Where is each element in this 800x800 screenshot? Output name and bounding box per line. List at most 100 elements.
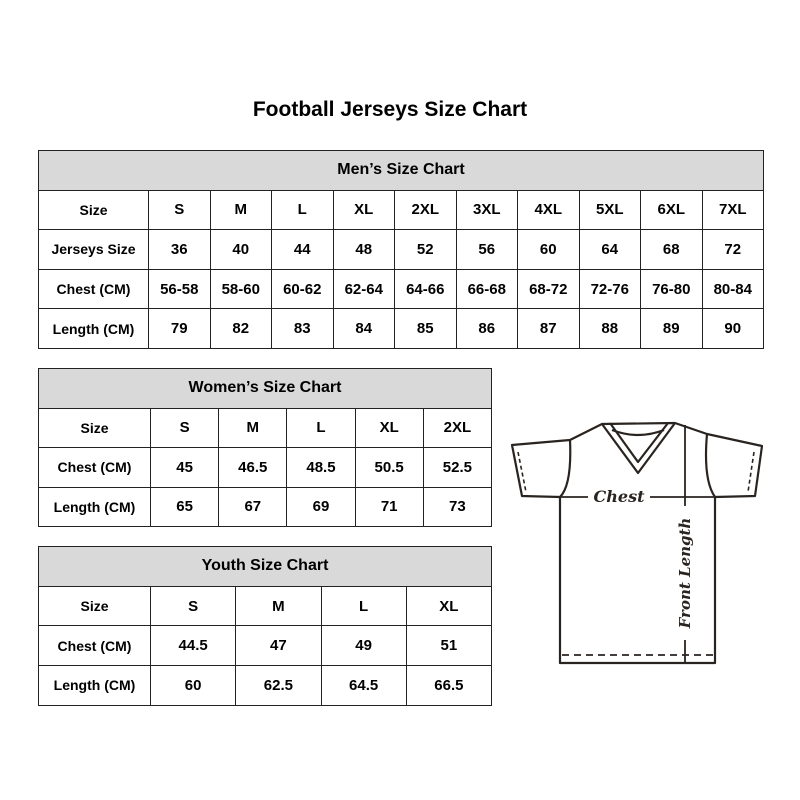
table-cell: 68 bbox=[640, 229, 703, 270]
table-cell: 90 bbox=[701, 308, 764, 349]
page-title: Football Jerseys Size Chart bbox=[252, 98, 528, 121]
table-row: Length (CM) 65 67 69 71 73 bbox=[38, 486, 493, 527]
table-cell: L bbox=[286, 407, 356, 448]
table-cell: 6XL bbox=[640, 189, 703, 231]
table-row: Length (CM) 79 82 83 84 85 86 87 88 89 90 bbox=[38, 308, 764, 349]
row-label: Length (CM) bbox=[38, 665, 151, 706]
table-cell: 64-66 bbox=[394, 268, 457, 310]
table-row: Size S M L XL 2XL 3XL 4XL 5XL 6XL 7XL bbox=[38, 189, 764, 231]
row-label: Jerseys Size bbox=[38, 229, 149, 270]
row-label: Chest (CM) bbox=[38, 268, 149, 310]
table-cell: 50.5 bbox=[354, 447, 424, 488]
table-cell: 2XL bbox=[394, 189, 457, 231]
table-heading: Youth Size Chart bbox=[38, 546, 492, 587]
youth-size-table: Youth Size Chart Size S M L XL Chest (CM) 44.5 4… bbox=[38, 546, 493, 706]
table-cell: 84 bbox=[332, 308, 395, 349]
table-cell: 2XL bbox=[422, 407, 493, 448]
table-cell: 52 bbox=[394, 229, 457, 270]
table-cell: 68-72 bbox=[517, 268, 580, 310]
table-cell: 60 bbox=[517, 229, 580, 270]
table-cell: 52.5 bbox=[422, 447, 493, 488]
table-heading-row: Youth Size Chart bbox=[38, 546, 492, 587]
table-cell: 67 bbox=[218, 486, 288, 527]
row-label: Size bbox=[38, 189, 149, 231]
jersey-outline bbox=[558, 421, 717, 665]
table-cell: 80-84 bbox=[701, 268, 764, 310]
table-cell: 85 bbox=[394, 308, 457, 349]
table-cell: 56 bbox=[455, 229, 518, 270]
table-cell: 60 bbox=[149, 665, 237, 706]
table-cell: 44.5 bbox=[149, 625, 237, 667]
row-label: Length (CM) bbox=[38, 486, 151, 527]
table-cell: 64 bbox=[578, 229, 641, 270]
table-cell: 87 bbox=[517, 308, 580, 349]
table-cell: 71 bbox=[354, 486, 424, 527]
table-cell: M bbox=[235, 585, 322, 627]
chest-label: Chest bbox=[594, 487, 646, 506]
table-cell: 66-68 bbox=[455, 268, 518, 310]
table-cell: 51 bbox=[405, 625, 493, 667]
table-cell: S bbox=[148, 189, 211, 231]
table-cell: 65 bbox=[149, 486, 220, 527]
table-cell: 79 bbox=[148, 308, 211, 349]
table-cell: XL bbox=[354, 407, 424, 448]
table-cell: 72-76 bbox=[578, 268, 641, 310]
row-label: Chest (CM) bbox=[38, 625, 151, 667]
table-cell: 40 bbox=[209, 229, 272, 270]
womens-size-table: Women’s Size Chart Size S M L XL 2XL Chest (CM)… bbox=[38, 368, 493, 527]
table-cell: 48.5 bbox=[286, 447, 356, 488]
collar bbox=[601, 422, 676, 475]
row-label: Chest (CM) bbox=[38, 447, 151, 488]
table-cell: 73 bbox=[422, 486, 493, 527]
row-label: Size bbox=[38, 407, 151, 448]
table-cell: 49 bbox=[320, 625, 407, 667]
table-cell: 4XL bbox=[517, 189, 580, 231]
table-cell: 69 bbox=[286, 486, 356, 527]
table-cell: 88 bbox=[578, 308, 641, 349]
table-cell: 5XL bbox=[578, 189, 641, 231]
table-cell: 82 bbox=[209, 308, 272, 349]
table-cell: 60-62 bbox=[271, 268, 334, 310]
table-cell: 3XL bbox=[455, 189, 518, 231]
front-length-label: Front Length bbox=[676, 518, 694, 630]
left-sleeve bbox=[510, 438, 571, 499]
table-cell: 66.5 bbox=[405, 665, 493, 706]
table-heading: Women’s Size Chart bbox=[38, 368, 492, 409]
table-heading: Men’s Size Chart bbox=[38, 150, 764, 191]
table-cell: 72 bbox=[701, 229, 764, 270]
table-cell: 56-58 bbox=[148, 268, 211, 310]
table-cell: S bbox=[149, 585, 237, 627]
table-row: Jerseys Size 36 40 44 48 52 56 60 64 68 72 bbox=[38, 229, 764, 270]
table-cell: 76-80 bbox=[640, 268, 703, 310]
table-row: Chest (CM) 44.5 47 49 51 bbox=[38, 625, 493, 667]
table-cell: XL bbox=[405, 585, 493, 627]
row-label: Size bbox=[38, 585, 151, 627]
mens-size-table: Men’s Size Chart Size S M L XL 2XL 3XL 4XL 5XL 6XL… bbox=[38, 150, 764, 349]
table-cell: L bbox=[271, 189, 334, 231]
table-cell: 58-60 bbox=[209, 268, 272, 310]
table-cell: 45 bbox=[149, 447, 220, 488]
table-row: Size S M L XL bbox=[38, 585, 493, 627]
table-heading-row: Women’s Size Chart bbox=[38, 368, 492, 409]
table-cell: 62.5 bbox=[235, 665, 322, 706]
table-cell: M bbox=[218, 407, 288, 448]
table-heading-row: Men’s Size Chart bbox=[38, 150, 764, 191]
table-cell: 47 bbox=[235, 625, 322, 667]
table-cell: XL bbox=[332, 189, 395, 231]
jersey-diagram: Chest Front Length bbox=[510, 421, 764, 665]
table-cell: 48 bbox=[332, 229, 395, 270]
table-cell: 46.5 bbox=[218, 447, 288, 488]
table-cell: 89 bbox=[640, 308, 703, 349]
table-cell: 44 bbox=[271, 229, 334, 270]
table-row: Size S M L XL 2XL bbox=[38, 407, 493, 448]
table-cell: 64.5 bbox=[320, 665, 407, 706]
table-cell: L bbox=[320, 585, 407, 627]
table-cell: 62-64 bbox=[332, 268, 395, 310]
table-cell: S bbox=[149, 407, 220, 448]
table-cell: M bbox=[209, 189, 272, 231]
table-cell: 83 bbox=[271, 308, 334, 349]
table-row: Length (CM) 60 62.5 64.5 66.5 bbox=[38, 665, 493, 706]
row-label: Length (CM) bbox=[38, 308, 149, 349]
table-cell: 7XL bbox=[701, 189, 764, 231]
right-sleeve bbox=[706, 432, 764, 499]
